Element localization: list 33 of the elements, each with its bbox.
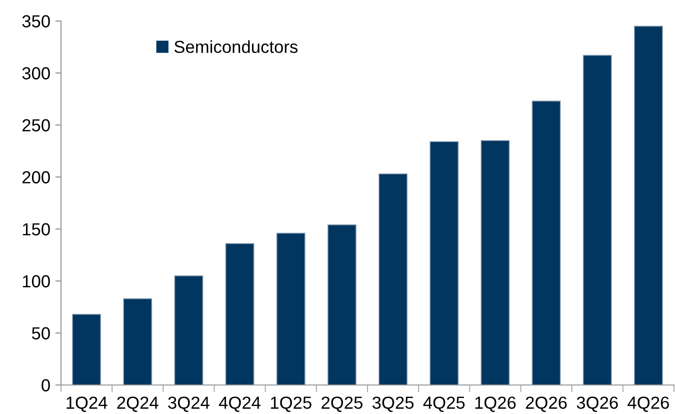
y-tick-label: 300 — [22, 67, 50, 80]
x-tick-label: 1Q25 — [270, 396, 312, 412]
legend-label: Semiconductors — [174, 40, 298, 54]
bar — [430, 141, 459, 385]
x-tick-label: 4Q26 — [628, 396, 669, 412]
x-tick-label: 1Q26 — [475, 396, 516, 412]
bar — [532, 100, 561, 385]
bar — [123, 298, 152, 385]
bar — [480, 140, 510, 385]
bar — [225, 243, 254, 385]
bar — [276, 232, 306, 385]
y-tick-label: 250 — [22, 119, 50, 132]
y-tick-label: 0 — [42, 379, 50, 392]
x-tick-label: 1Q24 — [66, 396, 108, 412]
x-tick-label: 3Q25 — [372, 396, 414, 412]
bar — [378, 173, 408, 385]
x-tick-label: 2Q26 — [526, 396, 567, 412]
y-tick-label: 100 — [22, 275, 50, 288]
x-tick-label: 3Q24 — [168, 396, 210, 412]
x-tick-label: 3Q26 — [576, 396, 618, 412]
x-tick-label: 2Q24 — [117, 396, 158, 412]
bar — [327, 224, 356, 385]
y-tick-label: 200 — [22, 171, 50, 184]
x-tick-label: 2Q25 — [322, 396, 362, 412]
bar — [72, 314, 102, 385]
y-tick-label: 350 — [22, 15, 50, 28]
y-tick-label: 150 — [22, 223, 50, 236]
x-tick-label: 4Q25 — [423, 396, 465, 412]
y-tick-label: 50 — [32, 327, 50, 340]
bar — [582, 54, 612, 385]
x-tick-label: 4Q24 — [218, 396, 261, 412]
bar — [174, 275, 204, 385]
bar — [634, 26, 663, 385]
